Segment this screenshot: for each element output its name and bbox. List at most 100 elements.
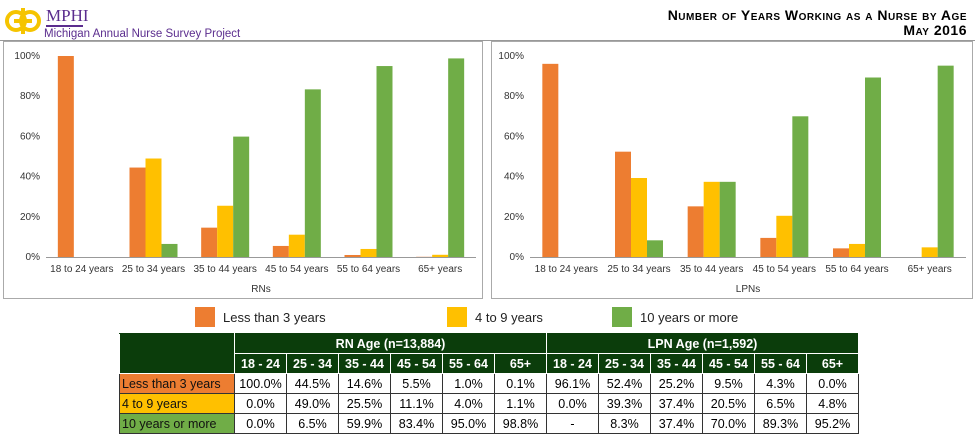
table-cell: 0.1% (494, 373, 547, 394)
table-cell: 8.3% (598, 413, 651, 434)
age-group-header: 65+ (806, 353, 859, 374)
bar (233, 136, 250, 257)
legend-swatch (612, 307, 632, 327)
header-divider (0, 40, 975, 41)
table-cell: - (546, 413, 599, 434)
row-label: Less than 3 years (119, 373, 235, 394)
lpn-chart: 0% 20% 40% 60% 80% 100% 18 to 24 years 25 to 34… (498, 51, 966, 295)
legend-item: Less than 3 years (195, 307, 326, 327)
table-cell: 0.0% (806, 373, 859, 394)
age-group-header: 25 - 34 (286, 353, 339, 374)
row-label: 10 years or more (119, 413, 235, 434)
x-tick-label: 45 to 54 years (753, 264, 816, 275)
y-tick-label: 60% (504, 131, 524, 142)
legend: Less than 3 years 4 to 9 years 10 years … (0, 307, 975, 327)
table-cell: 5.5% (390, 373, 443, 394)
x-tick-label: 18 to 24 years (535, 264, 598, 275)
logo-underline (46, 25, 83, 27)
bar (304, 89, 321, 257)
title-line1: Number of Years Working as a Nurse by Ag… (667, 7, 967, 23)
bar (57, 56, 74, 257)
legend-item: 10 years or more (612, 307, 738, 327)
table-cell: 20.5% (702, 393, 755, 414)
bar (344, 254, 361, 257)
bar (849, 243, 865, 257)
legend-item: 4 to 9 years (447, 307, 543, 327)
rn-header: RN Age (n=13,884) (234, 333, 547, 354)
table-cell: 25.2% (650, 373, 703, 394)
table-cell: 100.0% (234, 373, 287, 394)
x-tick-label: 65+ years (418, 264, 462, 275)
table-cell: 1.0% (442, 373, 495, 394)
bar (760, 237, 777, 257)
table-cell: 44.5% (286, 373, 339, 394)
logo-subtitle: Michigan Annual Nurse Survey Project (44, 28, 241, 40)
age-group-header: 65+ (494, 353, 547, 374)
table-cell: 6.5% (754, 393, 807, 414)
bar (129, 167, 146, 257)
y-tick-label: 40% (20, 172, 40, 183)
table-cell: 37.4% (650, 413, 703, 434)
row-label: 4 to 9 years (119, 393, 235, 414)
bar (288, 234, 305, 257)
table-cell: 6.5% (286, 413, 339, 434)
table-cell: 39.3% (598, 393, 651, 414)
age-group-header: 35 - 44 (338, 353, 391, 374)
y-tick-label: 20% (20, 212, 40, 223)
lpn-header: LPN Age (n=1,592) (546, 333, 859, 354)
x-tick-label: 18 to 24 years (50, 264, 113, 275)
corner-cell (119, 333, 235, 374)
table-cell: 89.3% (754, 413, 807, 434)
bar (921, 247, 938, 257)
x-tick-label: 65+ years (908, 264, 952, 275)
bar (360, 248, 377, 257)
bar (687, 206, 704, 257)
legend-swatch (447, 307, 467, 327)
table-row: Less than 3 years 100.0% 44.5% 14.6% 5.5% 1.0… (119, 373, 859, 394)
logo-text: MPHI (46, 6, 89, 25)
rn-chart: 0% 20% 40% 60% 80% 100% 18 to 24 years 25 to 34… (14, 51, 476, 295)
table-cell: 52.4% (598, 373, 651, 394)
table-cell: 1.1% (494, 393, 547, 414)
table-cell: 11.1% (390, 393, 443, 414)
bar (865, 77, 881, 257)
table-cell: 70.0% (702, 413, 755, 434)
table-cell: 96.1% (546, 373, 599, 394)
table-cell: 83.4% (390, 413, 443, 434)
logo: MPHI Michigan Annual Nurse Survey Projec… (4, 4, 324, 40)
age-group-header: 18 - 24 (234, 353, 287, 374)
bar (833, 248, 849, 257)
table-cell: 9.5% (702, 373, 755, 394)
data-table: RN Age (n=13,884) LPN Age (n=1,592) 18 -… (119, 333, 859, 434)
bar (631, 178, 647, 257)
bar (615, 151, 631, 257)
y-tick-label: 80% (20, 91, 40, 102)
bar (703, 181, 720, 257)
legend-label: 10 years or more (640, 309, 739, 325)
bar (448, 58, 465, 257)
age-group-header: 25 - 34 (598, 353, 651, 374)
x-tick-label: 55 to 64 years (337, 264, 400, 275)
x-tick-label: 35 to 44 years (193, 264, 256, 275)
table-row: 4 to 9 years 0.0% 49.0% 25.5% 11.1% 4.0% 1.1% 0… (119, 393, 859, 414)
bar (542, 63, 559, 257)
x-tick-label: 25 to 34 years (122, 264, 185, 275)
mphi-knot-logo-icon (5, 8, 41, 34)
age-group-header: 45 - 54 (702, 353, 755, 374)
bar (145, 158, 162, 257)
table-cell: 14.6% (338, 373, 391, 394)
y-tick-label: 0% (510, 252, 525, 263)
age-group-header: 55 - 64 (442, 353, 495, 374)
table-cell: 49.0% (286, 393, 339, 414)
y-tick-label: 20% (504, 212, 524, 223)
bar (776, 215, 793, 257)
x-axis-label: RNs (251, 284, 270, 295)
x-axis-label: LPNs (736, 284, 760, 295)
x-tick-label: 35 to 44 years (680, 264, 743, 275)
bar (376, 66, 393, 257)
page-title: Number of Years Working as a Nurse by Ag… (668, 8, 967, 38)
y-tick-label: 80% (504, 91, 524, 102)
title-line2: May 2016 (903, 22, 967, 38)
table-cell: 59.9% (338, 413, 391, 434)
legend-swatch (195, 307, 215, 327)
